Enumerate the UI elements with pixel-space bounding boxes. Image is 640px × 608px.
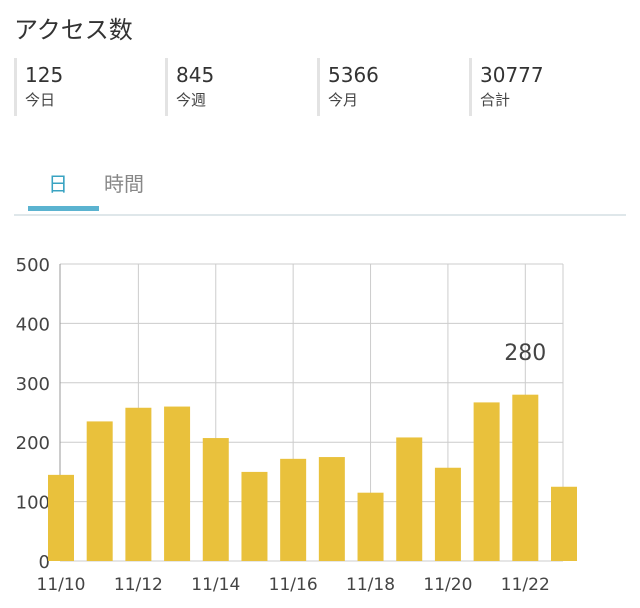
stats-row: 125 今日 845 今週 5366 今月 30777 合計 — [14, 58, 626, 118]
bar — [318, 457, 345, 561]
bar — [551, 486, 577, 561]
bar — [280, 458, 307, 561]
x-tick-label: 11/18 — [346, 575, 395, 595]
bar — [164, 406, 191, 561]
y-tick-label: 0 — [39, 552, 50, 573]
bar — [125, 407, 152, 561]
bar — [241, 471, 268, 561]
x-tick-label: 11/10 — [37, 575, 86, 595]
stat-label: 今月 — [328, 91, 359, 109]
y-tick-label: 300 — [16, 374, 50, 395]
bar — [86, 421, 113, 561]
tab-day[interactable]: 日 — [48, 172, 68, 196]
bar — [473, 402, 500, 561]
page-title: アクセス数 — [14, 16, 133, 44]
stat-value: 845 — [176, 63, 215, 87]
stat-today: 125 今日 — [14, 58, 63, 116]
stat-label: 合計 — [480, 91, 511, 109]
stat-total: 30777 合計 — [469, 58, 544, 116]
stat-label: 今週 — [176, 91, 207, 109]
tab-hour[interactable]: 時間 — [104, 172, 144, 196]
stat-label: 今日 — [25, 91, 56, 109]
bar — [357, 492, 384, 561]
stat-value: 5366 — [328, 63, 379, 87]
y-tick-label: 400 — [16, 314, 50, 335]
x-tick-label: 11/12 — [114, 575, 163, 595]
bar-value-label: 280 — [504, 341, 546, 366]
bar — [434, 467, 461, 561]
bar — [202, 438, 229, 561]
stat-value: 125 — [25, 63, 64, 87]
tab-bar: 日 時間 — [14, 160, 626, 216]
x-tick-label: 11/16 — [269, 575, 318, 595]
bar — [512, 394, 539, 561]
stat-week: 845 今週 — [165, 58, 214, 116]
x-tick-label: 11/20 — [423, 575, 472, 595]
stat-value: 30777 — [480, 63, 544, 87]
stat-month: 5366 今月 — [317, 58, 379, 116]
x-tick-label: 11/22 — [501, 575, 550, 595]
y-tick-label: 100 — [16, 493, 50, 514]
bar — [48, 474, 74, 561]
y-tick-label: 500 — [16, 255, 50, 276]
y-tick-label: 200 — [16, 433, 50, 454]
active-tab-indicator — [28, 206, 99, 211]
x-tick-label: 11/14 — [191, 575, 240, 595]
bar — [396, 437, 423, 561]
